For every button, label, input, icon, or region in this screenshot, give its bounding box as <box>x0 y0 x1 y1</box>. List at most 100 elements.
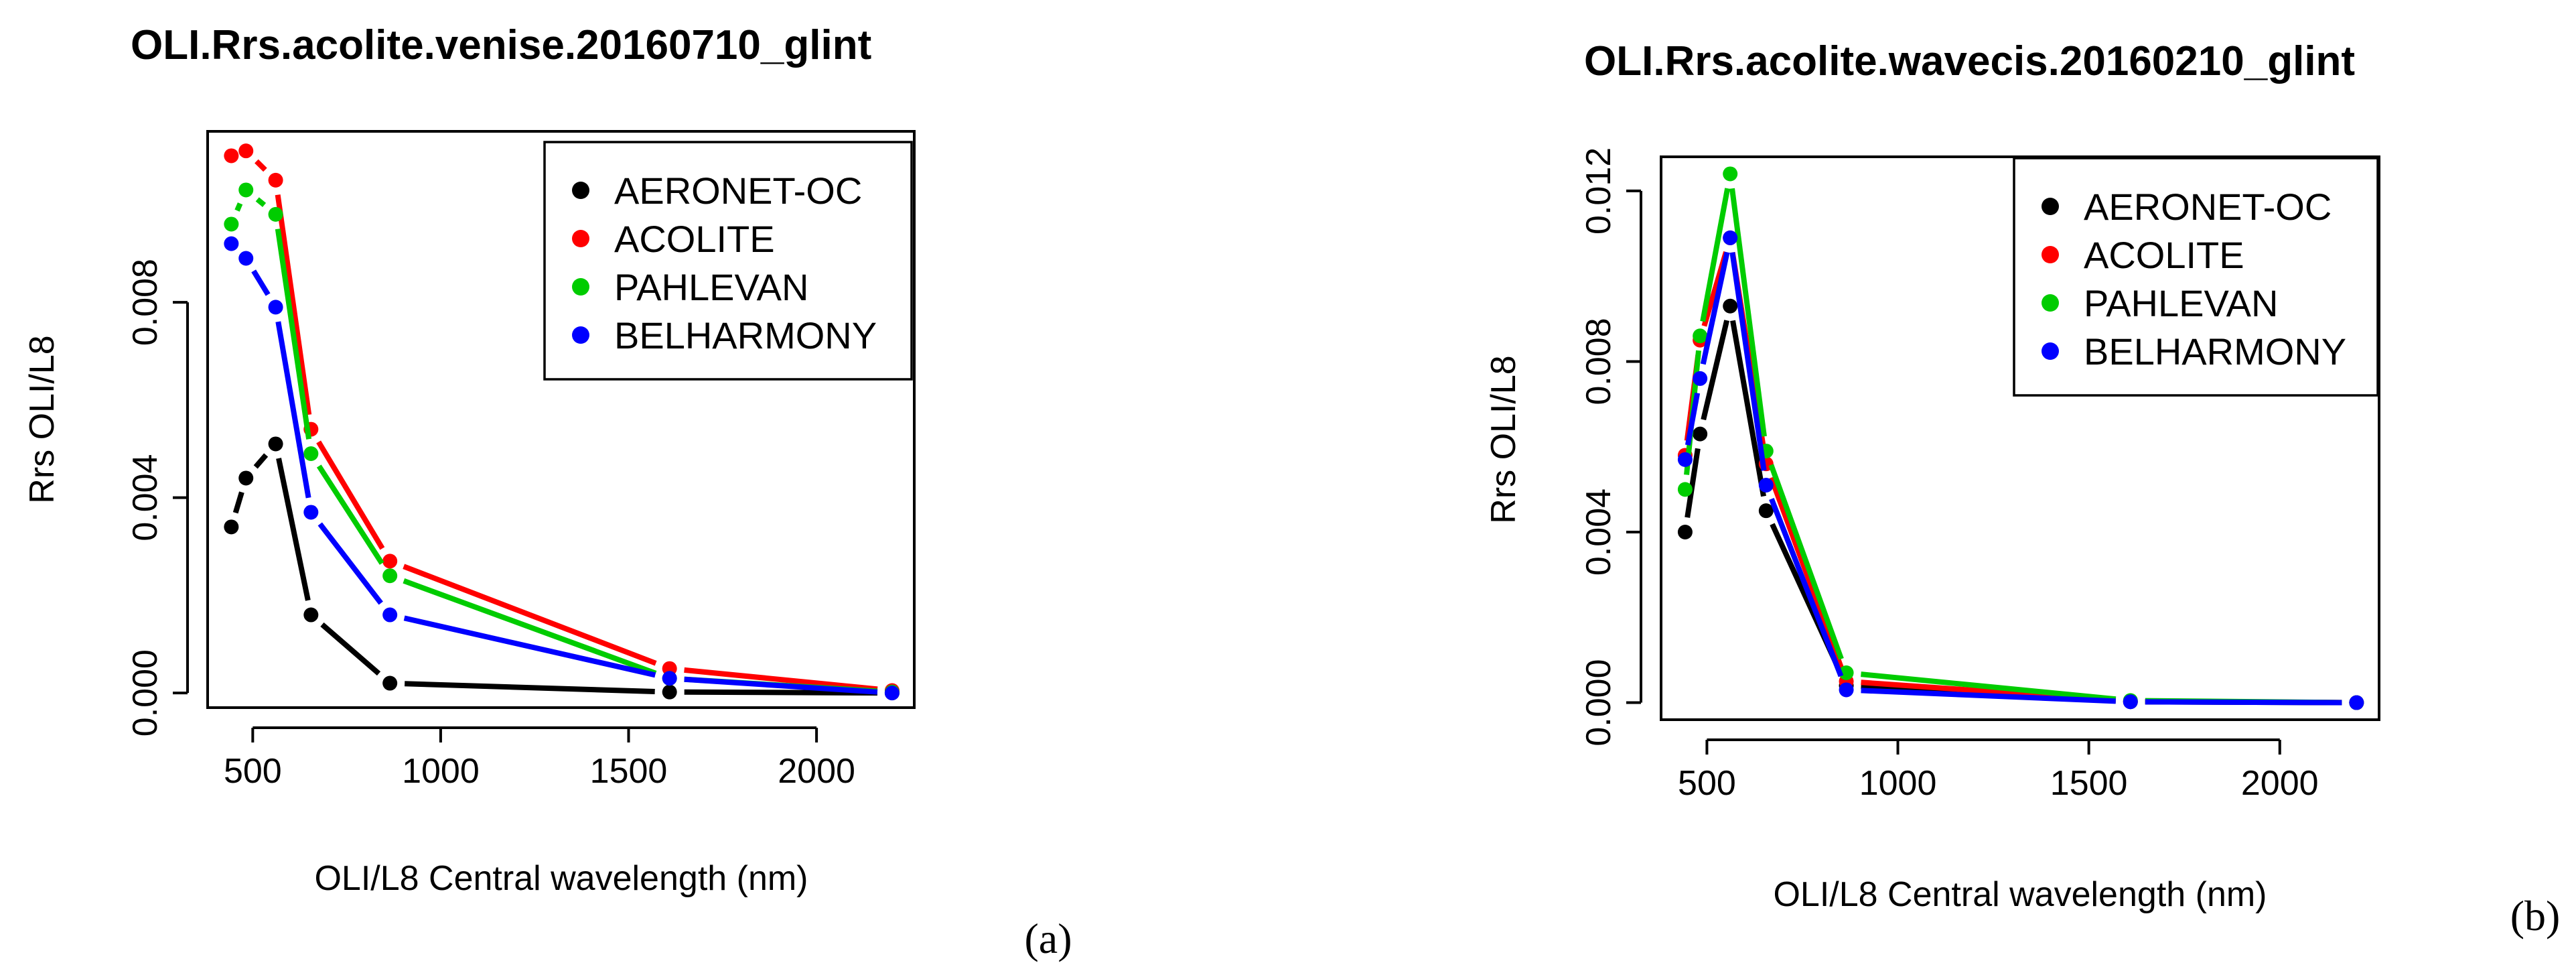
chart-b-pahlevan-point <box>1723 166 1738 182</box>
chart-a-x-tick-label: 1000 <box>402 752 480 791</box>
chart-a-aeronet-oc-segment <box>405 681 655 694</box>
chart-b-ylabel: Rrs OLI/L8 <box>1484 355 1523 523</box>
chart-a-belharmony-segment <box>684 676 878 695</box>
chart-a-legend-label-pahlevan: PAHLEVAN <box>614 266 808 308</box>
chart-b-belharmony-point <box>1723 230 1738 245</box>
chart-a-aeronet-oc-point <box>224 519 239 535</box>
chart-b-xlabel: OLI/L8 Central wavelength (nm) <box>1773 875 2267 914</box>
chart-a-pahlevan-segment <box>234 202 243 212</box>
chart-b-belharmony-point <box>1677 452 1693 467</box>
chart-a-aeronet-oc-segment <box>253 453 269 469</box>
chart-b-aeronet-oc-segment <box>1730 320 1766 497</box>
chart-a-legend-label-aeronet-oc: AERONET-OC <box>614 170 862 212</box>
chart-a-pahlevan-point <box>268 206 283 222</box>
chart-a-aeronet-oc-segment <box>232 491 244 514</box>
chart-a-belharmony-point <box>884 686 900 701</box>
chart-b-legend-marker-acolite <box>2042 246 2059 263</box>
chart-a-xlabel: OLI/L8 Central wavelength (nm) <box>314 859 808 898</box>
chart-b-x-tick-label: 2000 <box>2241 764 2319 803</box>
chart-a-pahlevan-segment <box>403 578 657 676</box>
chart-a-acolite-segment <box>684 667 878 692</box>
chart-a-aeronet-oc-segment <box>276 458 311 601</box>
chart-a-aeronet-oc-point <box>303 607 319 623</box>
chart-b-belharmony-segment <box>1685 392 1701 446</box>
chart-b-pahlevan-segment <box>1768 464 1844 660</box>
chart-b-y-tick-label: 0.000 <box>1579 659 1618 746</box>
chart-a-pahlevan-segment <box>275 229 312 440</box>
chart-a-legend-box <box>543 141 913 381</box>
chart-b-acolite-segment <box>1768 476 1844 669</box>
chart-a-belharmony-segment <box>251 269 271 296</box>
chart-a-panel-label: (a) <box>1024 915 1072 962</box>
chart-b-legend-marker-pahlevan <box>2042 294 2059 312</box>
chart-b-belharmony-segment <box>1729 252 1767 471</box>
chart-a-belharmony-point <box>268 300 283 315</box>
chart-a-legend-marker-aeronet-oc <box>572 182 589 199</box>
chart-a-legend-marker-pahlevan <box>572 278 589 296</box>
chart-a-belharmony-point <box>224 236 239 251</box>
chart-b-belharmony-point <box>1693 371 1708 386</box>
chart-a-aeronet-oc-point <box>238 470 254 486</box>
chart-b-belharmony-point <box>2349 695 2364 710</box>
chart-a-acolite-segment <box>316 440 385 550</box>
chart-b-axes: 500 1000 1500 2000 0.000 0.004 0.008 0.012 <box>1579 147 2319 803</box>
chart-a-aeronet-oc-point <box>662 684 677 700</box>
chart-a-belharmony-segment <box>403 615 656 678</box>
chart-a-legend-label-acolite: ACOLITE <box>614 218 775 260</box>
chart-b-plot-frame <box>1660 155 2380 721</box>
chart-a-pahlevan-segment <box>316 464 384 565</box>
chart-b-legend-label-belharmony: BELHARMONY <box>2084 330 2346 373</box>
chart-b-pahlevan-segment <box>1700 188 1731 322</box>
chart-b-pahlevan-point <box>1677 482 1693 497</box>
chart-a-belharmony-point <box>303 505 319 520</box>
chart-a-pahlevan-point <box>238 182 254 198</box>
chart-b-title: OLI.Rrs.acolite.wavecis.20160210_glint <box>1584 38 2355 84</box>
chart-a-y-tick-label: 0.000 <box>126 649 165 736</box>
chart-a-x-tick-label: 500 <box>224 752 282 791</box>
chart-b-series <box>1677 166 2364 710</box>
chart-b-aeronet-oc-point <box>1758 503 1774 519</box>
chart-b-legend-marker-aeronet-oc <box>2042 198 2059 215</box>
chart-a-ylabel: Rrs OLI/L8 <box>23 335 62 503</box>
chart-a-acolite-segment <box>403 564 657 666</box>
chart-b-belharmony-segment <box>1700 251 1730 365</box>
chart-a-series <box>224 143 900 701</box>
chart-a-legend: AERONET-OC ACOLITE PAHLEVAN BELHARMONY <box>572 170 877 356</box>
chart-b-pahlevan-segment <box>1861 671 2117 702</box>
chart-a-aeronet-oc-segment <box>320 622 381 676</box>
chart-b-legend-label-acolite: ACOLITE <box>2084 234 2244 276</box>
chart-a-legend-marker-acolite <box>572 230 589 247</box>
chart-b-legend-box <box>2013 157 2379 397</box>
chart-b-pahlevan-point <box>1839 665 1854 680</box>
chart-a-acolite-point <box>224 148 239 164</box>
chart-b-belharmony-segment <box>1769 498 1844 677</box>
chart-a-aeronet-oc-segment <box>684 689 877 696</box>
chart-a-pahlevan-point <box>303 446 319 462</box>
chart-b-y-tick-label: 0.008 <box>1579 318 1618 405</box>
chart-b-y-tick-label: 0.004 <box>1579 489 1618 576</box>
chart-a-acolite-point <box>268 172 283 188</box>
chart-a-y-tick-label: 0.004 <box>126 454 165 541</box>
chart-a-pahlevan-point <box>382 568 398 584</box>
chart-b-pahlevan-segment <box>1729 188 1767 437</box>
chart-b-aeronet-oc-segment <box>1685 448 1701 518</box>
chart-b-legend-label-pahlevan: PAHLEVAN <box>2084 282 2278 324</box>
chart-b-aeronet-oc-segment <box>1701 320 1730 421</box>
chart-a-acolite-point <box>382 554 398 569</box>
chart-a-belharmony-point <box>662 671 677 686</box>
chart-a-legend-marker-belharmony <box>572 326 589 344</box>
chart-a-aeronet-oc-point <box>382 675 398 691</box>
chart-a-axes: 500 1000 1500 2000 0.000 0.004 0.008 <box>126 259 855 791</box>
chart-a-aeronet-oc-point <box>268 436 283 452</box>
chart-b-pahlevan-point <box>1693 328 1708 344</box>
chart-b-x-tick-label: 500 <box>1678 764 1736 803</box>
chart-a-acolite-segment <box>275 194 312 415</box>
chart-b-x-tick-label: 1000 <box>1859 764 1937 803</box>
chart-a-belharmony-segment <box>275 321 311 499</box>
chart-b-x-tick-label: 1500 <box>2050 764 2128 803</box>
chart-a-legend-label-belharmony: BELHARMONY <box>614 314 877 356</box>
chart-b-belharmony-segment <box>1861 688 2116 704</box>
chart-a-title: OLI.Rrs.acolite.venise.20160710_glint <box>131 22 871 68</box>
chart-a-belharmony-point <box>238 251 254 266</box>
